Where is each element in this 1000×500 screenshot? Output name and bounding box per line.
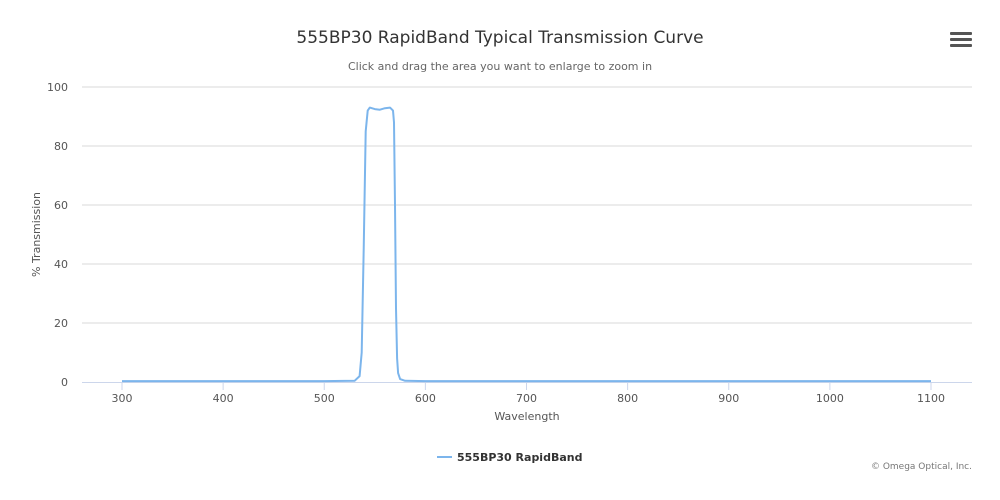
legend-series-label[interactable]: 555BP30 RapidBand [457, 451, 582, 464]
series-group [122, 106, 931, 383]
x-tick-label: 900 [718, 392, 739, 405]
series-line[interactable] [122, 106, 931, 383]
y-tick-label: 60 [54, 199, 68, 212]
y-tick-label: 40 [54, 258, 68, 271]
x-tick-label: 1100 [917, 392, 945, 405]
x-axis-ticks: 300 400 500 600 700 800 900 1000 1100 [112, 382, 945, 405]
legend[interactable]: 555BP30 RapidBand [437, 451, 582, 464]
y-axis-title: % Transmission [30, 192, 43, 277]
y-tick-label: 100 [47, 81, 68, 94]
x-tick-label: 800 [617, 392, 638, 405]
x-tick-label: 400 [213, 392, 234, 405]
hamburger-menu-icon[interactable] [950, 32, 972, 52]
x-tick-label: 600 [415, 392, 436, 405]
y-tick-label: 20 [54, 317, 68, 330]
grid-lines [82, 86, 972, 324]
x-tick-label: 700 [516, 392, 537, 405]
x-tick-label: 300 [112, 392, 133, 405]
chart-subtitle: Click and drag the area you want to enla… [347, 60, 653, 73]
y-tick-label: 0 [61, 376, 68, 389]
x-axis-title: Wavelength [494, 410, 559, 423]
y-tick-label: 80 [54, 140, 68, 153]
x-tick-label: 500 [314, 392, 335, 405]
credits-link[interactable]: © Omega Optical, Inc. [870, 462, 972, 472]
x-tick-label: 1000 [816, 392, 844, 405]
chart-title: 555BP30 RapidBand Typical Transmission C… [296, 28, 704, 48]
y-axis-ticks: 0 20 40 60 80 100 [47, 81, 68, 389]
